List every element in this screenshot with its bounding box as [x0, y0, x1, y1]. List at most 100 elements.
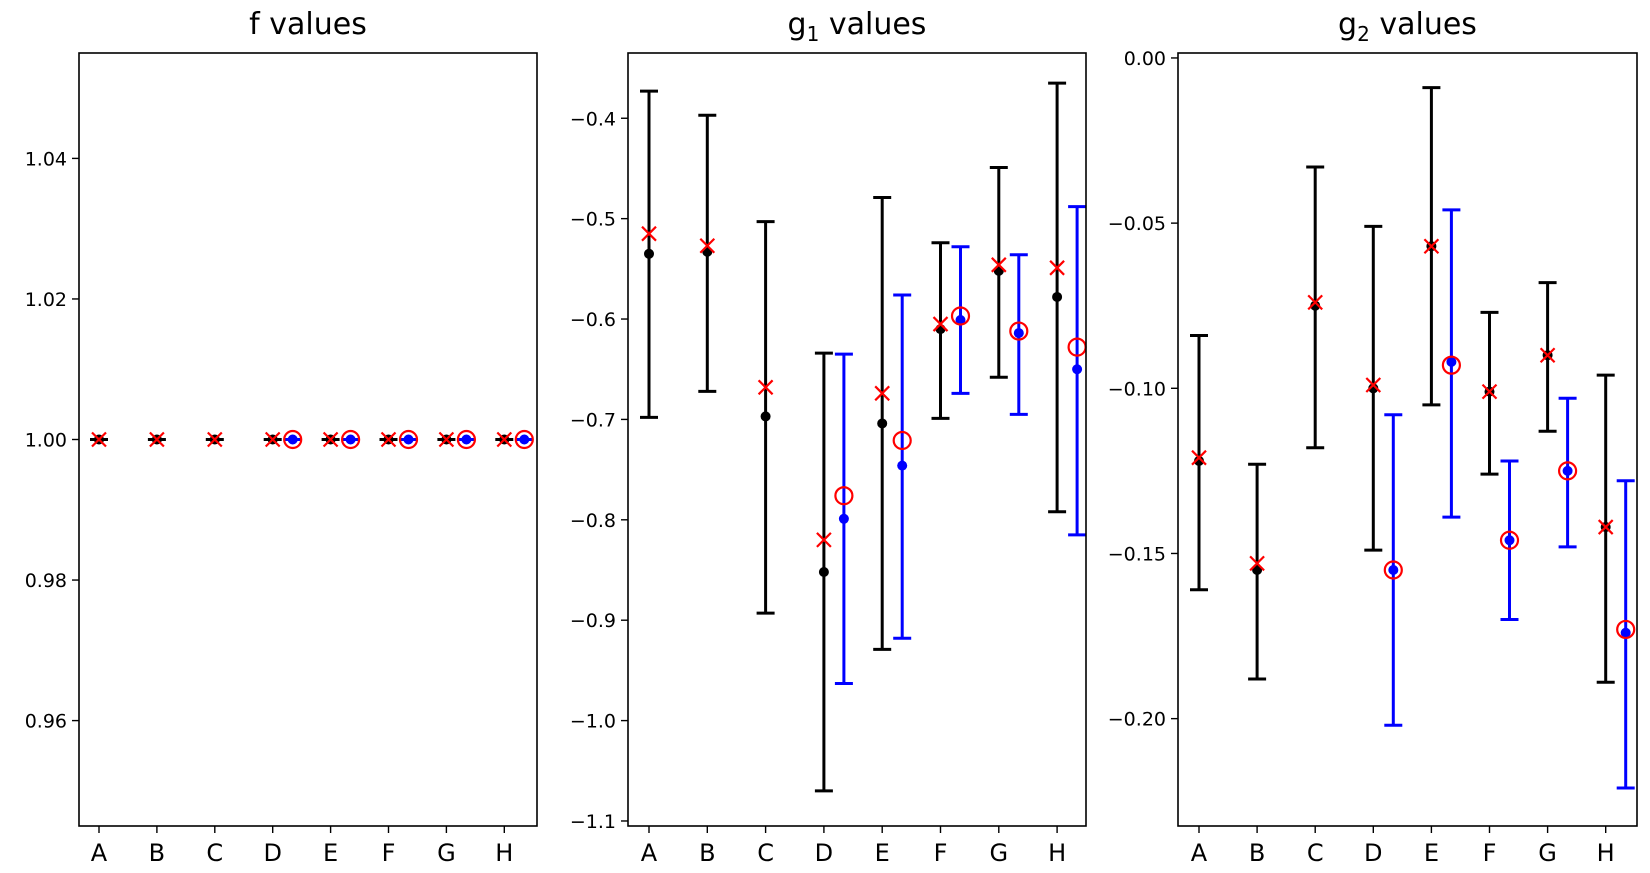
- mean-point-blue: [897, 460, 908, 471]
- red-x-marker: [699, 237, 716, 254]
- x-tick-label: G: [989, 839, 1008, 867]
- x-tick-label: A: [641, 839, 658, 867]
- x-tick-label: D: [1364, 839, 1382, 867]
- red-circle-marker: [834, 486, 854, 506]
- mean-point-blue: [403, 434, 414, 445]
- red-circle-marker: [1499, 530, 1520, 550]
- mean-point-black: [1310, 300, 1321, 311]
- red-x-marker: [496, 431, 513, 448]
- red-x-marker: [149, 431, 165, 448]
- x-tick-label: C: [757, 839, 774, 867]
- red-x-marker: [1423, 238, 1440, 255]
- x-tick-label: H: [495, 839, 513, 867]
- x-tick-label: F: [934, 839, 948, 867]
- mean-point-black: [877, 418, 888, 429]
- red-circle-marker: [1616, 619, 1636, 640]
- red-x-marker: [1307, 294, 1323, 311]
- mean-point-blue: [1388, 564, 1399, 575]
- y-tick-label: −0.7: [570, 409, 616, 431]
- y-tick-label: 1.02: [25, 289, 67, 311]
- red-x-marker: [380, 431, 397, 448]
- y-tick-label: −0.6: [570, 309, 616, 331]
- red-x-marker: [207, 431, 223, 448]
- red-x-marker: [1539, 347, 1556, 364]
- red-circle-marker: [456, 429, 476, 450]
- x-tick-label: A: [91, 839, 108, 867]
- red-x-marker: [1597, 519, 1614, 535]
- x-tick-label: C: [1307, 839, 1324, 867]
- red-x-marker: [991, 257, 1007, 273]
- red-circle-marker: [950, 306, 971, 326]
- mean-point-black: [644, 248, 654, 259]
- x-tick-label: H: [1597, 839, 1615, 867]
- mean-point-blue: [1013, 328, 1024, 339]
- y-tick-label: −0.20: [1108, 709, 1166, 731]
- y-tick-label: −0.5: [570, 209, 616, 231]
- mean-point-blue: [838, 513, 849, 524]
- x-tick-label: F: [1483, 839, 1497, 867]
- mean-point-black: [760, 411, 771, 422]
- x-tick-label: C: [206, 839, 223, 867]
- y-tick-label: −0.4: [570, 108, 616, 130]
- red-circle-marker: [1557, 461, 1578, 481]
- y-tick-label: 0.98: [25, 570, 67, 592]
- mean-point-black: [1368, 383, 1379, 394]
- mean-point-blue: [1562, 465, 1573, 476]
- x-tick-label: E: [323, 839, 338, 867]
- red-x-marker: [322, 431, 339, 448]
- mean-point-black: [818, 567, 829, 578]
- x-tick-label: G: [437, 839, 456, 867]
- mean-point-blue: [287, 434, 298, 445]
- red-circle-marker: [1009, 321, 1029, 341]
- chart-title: f values: [249, 7, 367, 42]
- x-tick-label: B: [149, 839, 165, 867]
- mean-point-blue: [1504, 535, 1515, 546]
- red-circle-marker: [1383, 560, 1403, 580]
- subplot-f-values: f values 0.96 0.98 1.00 1.02 1.04 A B C D E F G H: [25, 7, 538, 867]
- y-tick-label: −0.8: [570, 510, 616, 532]
- chart-title: g2 values: [1338, 7, 1477, 46]
- chart-title: g1 values: [788, 7, 927, 46]
- red-x-marker: [1049, 260, 1065, 276]
- x-tick-label: B: [1249, 839, 1265, 867]
- y-tick-label: −0.10: [1108, 378, 1166, 400]
- red-x-marker: [264, 431, 281, 448]
- mean-point-blue: [1446, 356, 1457, 367]
- y-tick-label: −1.0: [570, 711, 616, 733]
- red-x-marker: [641, 225, 657, 242]
- x-tick-label: D: [815, 839, 833, 867]
- mean-point-blue: [461, 434, 472, 445]
- x-tick-label: A: [1191, 839, 1208, 867]
- red-circle-marker: [398, 429, 419, 450]
- red-x-marker: [1365, 377, 1382, 393]
- red-x-marker: [757, 379, 774, 396]
- mean-point-black: [1194, 455, 1204, 466]
- x-tick-label: D: [263, 839, 281, 867]
- red-circle-marker: [514, 429, 534, 450]
- mean-point-blue: [1620, 627, 1631, 638]
- mean-point-blue: [1072, 364, 1083, 375]
- red-x-marker: [1249, 555, 1265, 572]
- red-x-marker: [1481, 383, 1498, 400]
- y-tick-label: −1.1: [570, 811, 616, 833]
- y-tick-label: 1.00: [25, 430, 67, 452]
- red-x-marker: [1191, 449, 1207, 466]
- red-x-marker: [438, 431, 455, 448]
- x-tick-label: F: [382, 839, 396, 867]
- x-tick-label: E: [1424, 839, 1439, 867]
- mean-point-blue: [345, 434, 356, 445]
- mean-point-blue: [955, 315, 966, 326]
- red-circle-marker: [283, 429, 303, 450]
- subplot-g2-values: g2 values −0.20 −0.15 −0.10 −0.05 0.00 A B C D E F G…: [1108, 7, 1638, 867]
- mean-point-black: [1252, 564, 1263, 575]
- y-tick-label: 0.96: [25, 711, 67, 733]
- subplot-g1-values: g1 values −1.1 −1.0 −0.9 −0.8 −0.7 −0.6 −0.5 −0.…: [570, 7, 1087, 867]
- red-x-marker: [91, 431, 107, 448]
- y-tick-label: −0.05: [1108, 213, 1166, 235]
- red-circle-marker: [892, 430, 912, 451]
- axes-frame: [627, 52, 1087, 827]
- y-tick-label: −0.9: [570, 610, 616, 632]
- y-tick-label: −0.15: [1108, 543, 1166, 565]
- mean-point-blue: [519, 434, 530, 445]
